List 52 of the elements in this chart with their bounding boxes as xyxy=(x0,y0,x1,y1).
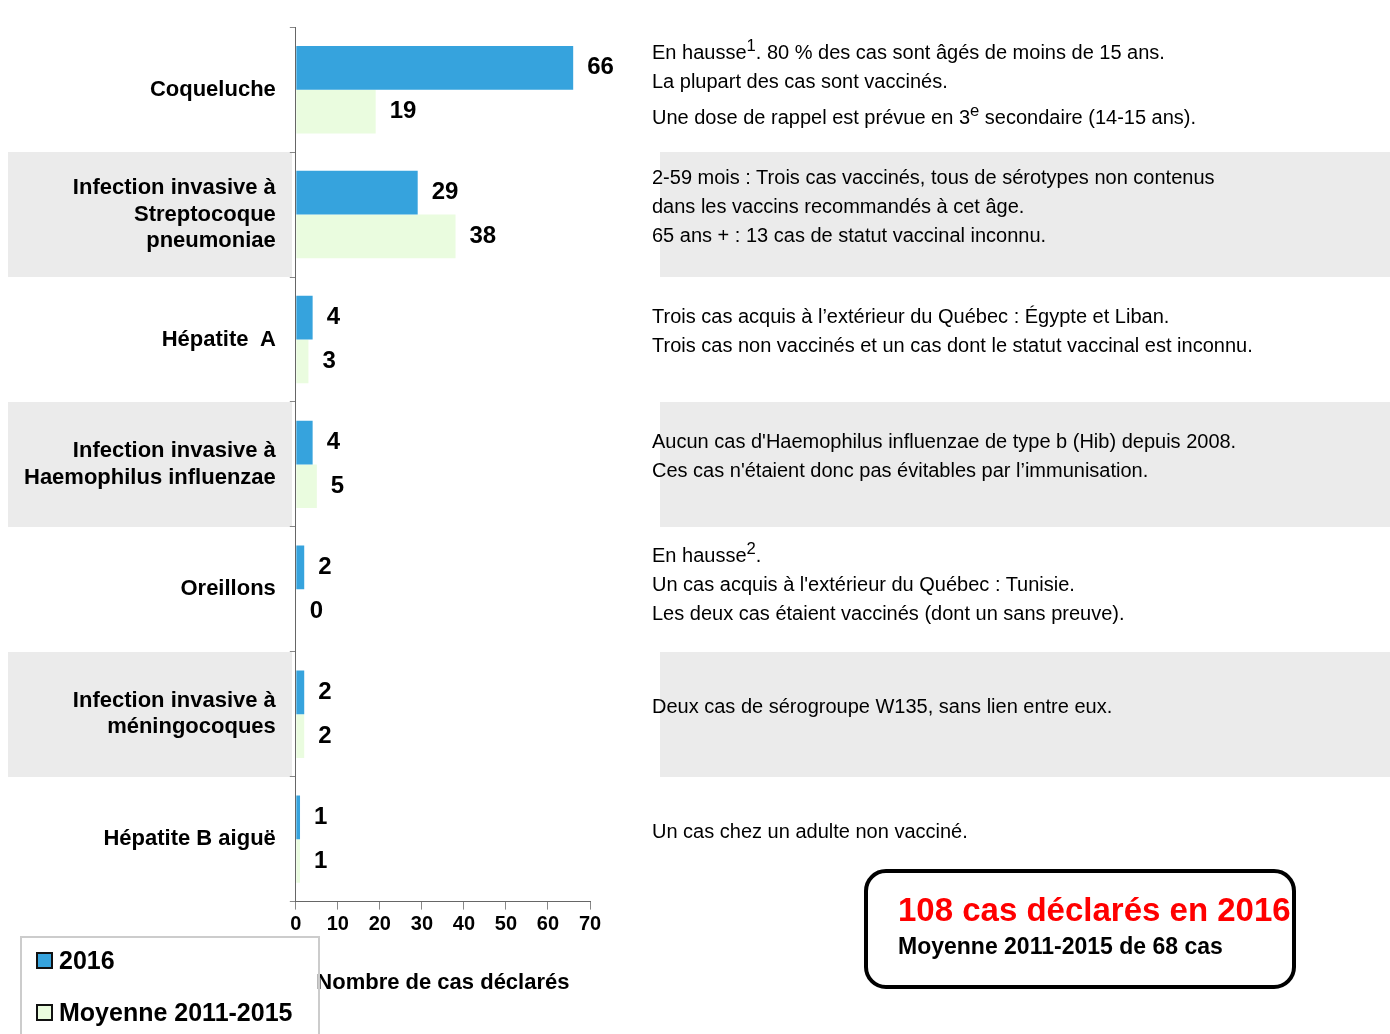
bar xyxy=(296,420,313,465)
y-tick-label: Infection invasive à Streptocoque pneumoniae xyxy=(72,174,277,253)
data-label: 38 xyxy=(469,221,497,249)
x-tick-label: 50 xyxy=(494,912,518,935)
text: Trois cas acquis à l’extérieur du Québec : Égypte et Liban. Trois cas non vaccinés et un cas dont le statut vaccinal est inconnu. xyxy=(652,305,1253,357)
x-tick-label: 70 xyxy=(578,912,602,935)
data-label: 0 xyxy=(309,595,324,623)
y-tick-label: Oreillons xyxy=(180,575,276,601)
bar xyxy=(296,45,574,90)
data-label: 3 xyxy=(322,345,336,373)
data-label: 19 xyxy=(389,96,417,124)
text: Un cas chez un adulte non vacciné. xyxy=(652,819,968,842)
bar xyxy=(296,670,305,715)
text: Aucun cas d'Haemophilus influenzae de type b (Hib) depuis 2008. Ces cas n'étaient donc pas évitables par l’immunisation. xyxy=(652,430,1237,482)
x-tick-label: 30 xyxy=(410,912,434,935)
data-label: 4 xyxy=(326,302,341,330)
y-tick-label: Infection invasive à Haemophilus influenzae xyxy=(23,437,277,489)
y-tick-label: Infection invasive à méningocoques xyxy=(72,687,277,739)
text: 2-59 mois : Trois cas vaccinés, tous de sérotypes non contenus dans les vaccins recommandés à cet âge. 65 ans + : 13 cas de statut vaccinal inconnu. xyxy=(652,166,1215,247)
bar xyxy=(296,89,376,134)
bar xyxy=(296,464,317,509)
bar xyxy=(296,170,418,215)
bar xyxy=(296,839,301,883)
text: En hausse$^{2}$. Un cas acquis à l'extérieur du Québec : Tunisie. Les deux cas étaient vaccinés (dont un sans preuve). xyxy=(652,539,1125,624)
y-tick-label: Hépatite B aiguë xyxy=(103,825,276,851)
legend-label: Moyenne 2011-2015 xyxy=(59,998,293,1026)
bar xyxy=(296,295,313,340)
data-label: 2 xyxy=(318,676,332,704)
x-tick-label: 60 xyxy=(536,912,560,935)
text: En hausse$^{1}$. 80 % des cas sont âgés de moins de 15 ans. La plupart des cas sont vaccinés. Une dose de rappel est prévue en 3$^{e}$ secondaire (14-15 ans). xyxy=(652,36,1197,128)
y-tick-label: Coqueluche xyxy=(149,75,276,101)
bar xyxy=(296,545,305,590)
data-label: 2 xyxy=(318,720,332,748)
x-tick-label: 10 xyxy=(326,912,349,935)
rounded-frame: 108 cas déclarés en 2016 Moyenne 2011-2015 de 68 cas xyxy=(864,869,1296,989)
data-label: 4 xyxy=(326,427,341,455)
bar xyxy=(296,795,301,840)
x-tick-label: 0 xyxy=(290,912,302,935)
data-label: 1 xyxy=(314,801,328,829)
x-tick-label: 20 xyxy=(368,912,391,935)
bar xyxy=(296,339,309,384)
data-label: 66 xyxy=(587,52,614,80)
text: Deux cas de sérogroupe W135, sans lien entre eux. xyxy=(652,694,1113,717)
bar xyxy=(296,214,456,259)
legend-label: 2016 xyxy=(59,946,115,974)
data-label: 1 xyxy=(314,845,328,873)
data-label: 2 xyxy=(318,552,332,580)
x-tick-label: 40 xyxy=(452,912,476,935)
y-tick-label: Hépatite A xyxy=(161,325,276,351)
data-label: 29 xyxy=(431,177,459,205)
bar xyxy=(296,714,305,758)
data-label: 5 xyxy=(330,470,345,498)
